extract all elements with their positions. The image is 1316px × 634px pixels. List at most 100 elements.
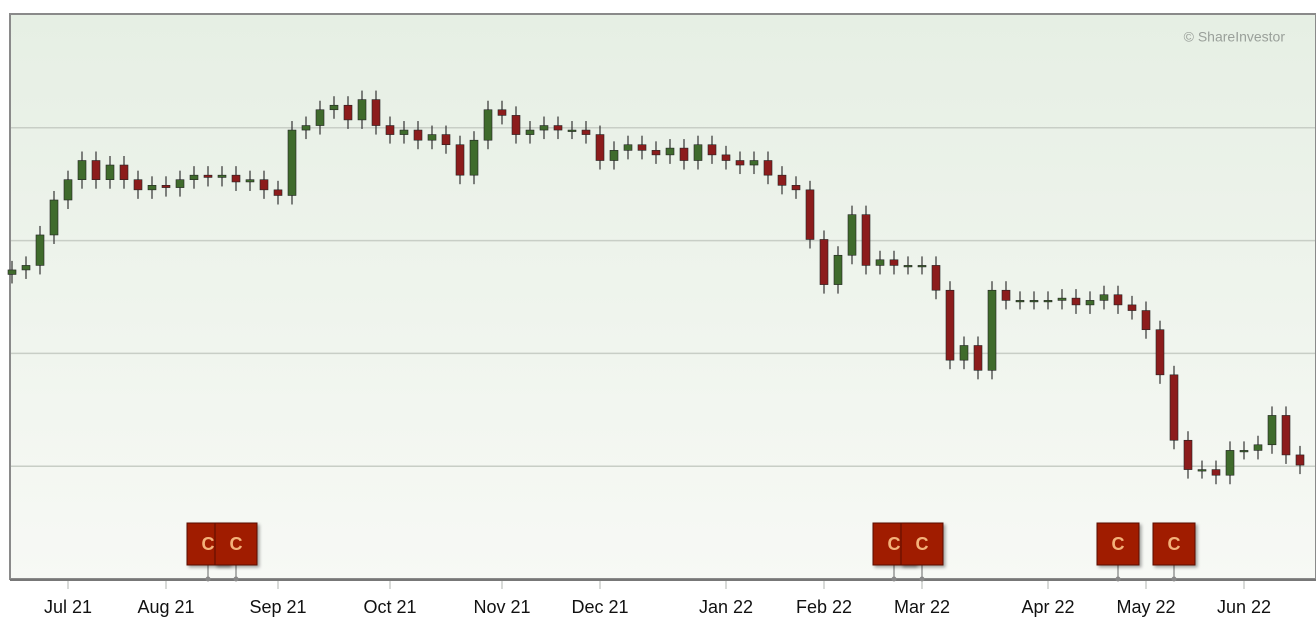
- candle-body: [1057, 297, 1067, 301]
- candle-body: [273, 189, 283, 196]
- candle-body: [903, 265, 913, 268]
- candle-body: [581, 129, 591, 135]
- candle-body: [735, 160, 745, 166]
- candle-body: [287, 129, 297, 196]
- candle-body: [91, 160, 101, 180]
- event-label: C: [916, 534, 929, 554]
- candle-body: [1295, 454, 1305, 466]
- candle-body: [637, 144, 647, 151]
- candle-body: [35, 234, 45, 266]
- candle-body: [455, 144, 465, 176]
- candle-body: [105, 164, 115, 180]
- candle-body: [1281, 415, 1291, 456]
- x-tick-label: Dec 21: [571, 597, 628, 617]
- candle-body: [693, 144, 703, 161]
- candle-body: [77, 160, 87, 180]
- candle-body: [651, 150, 661, 156]
- x-tick-label: Mar 22: [894, 597, 950, 617]
- candle-body: [749, 160, 759, 166]
- x-tick-label: Nov 21: [473, 597, 530, 617]
- candle-body: [553, 125, 563, 131]
- event-label: C: [230, 534, 243, 554]
- candle-body: [1099, 294, 1109, 301]
- candle-body: [175, 179, 185, 188]
- candle-body: [791, 185, 801, 191]
- event-dot: [1115, 576, 1121, 582]
- event-marker: [900, 522, 944, 566]
- candle-body: [189, 174, 199, 180]
- candle-body: [1239, 450, 1249, 453]
- candle-body: [385, 125, 395, 135]
- candle-body: [259, 179, 269, 191]
- candle-body: [441, 134, 451, 146]
- candle-body: [49, 199, 59, 236]
- candle-body: [497, 109, 507, 116]
- candle-body: [119, 164, 129, 180]
- candle-body: [1127, 304, 1137, 311]
- candle-body: [609, 150, 619, 161]
- event-label: C: [1168, 534, 1181, 554]
- candle-body: [1029, 300, 1039, 303]
- candle-body: [7, 269, 17, 275]
- x-tick-label: Jan 22: [699, 597, 753, 617]
- x-tick-label: Jul 21: [44, 597, 92, 617]
- candle-body: [469, 139, 479, 176]
- event-label: C: [1112, 534, 1125, 554]
- candle-body: [1183, 439, 1193, 470]
- x-tick-label: Feb 22: [796, 597, 852, 617]
- x-tick-label: Jun 22: [1217, 597, 1271, 617]
- candle-body: [1197, 469, 1207, 472]
- candle-body: [987, 289, 997, 371]
- event-marker: [1152, 522, 1196, 566]
- x-tick-label: May 22: [1116, 597, 1175, 617]
- candle-body: [21, 265, 31, 271]
- candle-body: [1155, 329, 1165, 376]
- candle-body: [1071, 297, 1081, 306]
- x-tick-label: Apr 22: [1021, 597, 1074, 617]
- candle-body: [707, 144, 717, 156]
- candle-body: [595, 134, 605, 161]
- event-label: C: [202, 534, 215, 554]
- candle-body: [917, 265, 927, 268]
- candle-body: [945, 289, 955, 361]
- candle-body: [315, 109, 325, 126]
- candle-body: [861, 214, 871, 266]
- candle-body: [329, 104, 339, 111]
- event-dot: [1171, 576, 1177, 582]
- candle-body: [357, 99, 367, 121]
- event-marker: [1096, 522, 1140, 566]
- candle-body: [1001, 289, 1011, 301]
- event-dot: [233, 576, 239, 582]
- candle-body: [1267, 415, 1277, 446]
- x-tick-label: Aug 21: [137, 597, 194, 617]
- candle-body: [1141, 310, 1151, 331]
- candle-body: [665, 147, 675, 156]
- x-tick-label: Oct 21: [363, 597, 416, 617]
- credit: © ShareInvestor: [1184, 29, 1286, 45]
- candle-body: [539, 125, 549, 131]
- candle-body: [1043, 300, 1053, 303]
- candle-body: [511, 115, 521, 135]
- candle-body: [1113, 294, 1123, 306]
- candle-body: [679, 147, 689, 161]
- candle-body: [203, 174, 213, 178]
- candle-body: [833, 254, 843, 285]
- candle-body: [525, 129, 535, 135]
- event-dot: [919, 576, 925, 582]
- candle-body: [301, 125, 311, 131]
- candle-body: [805, 189, 815, 240]
- candle-body: [217, 174, 227, 178]
- candle-body: [777, 174, 787, 186]
- candle-body: [889, 259, 899, 266]
- candle-body: [483, 109, 493, 141]
- plot-area: [9, 13, 1316, 580]
- event-marker: [214, 522, 258, 566]
- candle-body: [1085, 300, 1095, 306]
- candle-body: [245, 179, 255, 183]
- candle-body: [343, 104, 353, 121]
- event-dot: [891, 576, 897, 582]
- candle-body: [931, 265, 941, 291]
- candle-body: [959, 345, 969, 361]
